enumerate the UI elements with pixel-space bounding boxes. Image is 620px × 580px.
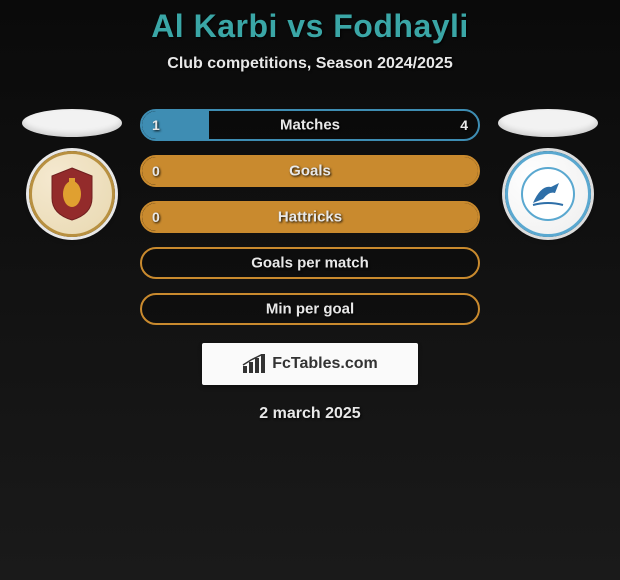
brand-text: FcTables.com	[272, 355, 378, 373]
main-row: 1 Matches 4 0 Goals 0 Hattricks Goals pe…	[0, 109, 620, 325]
bar-left-value: 0	[152, 163, 160, 179]
al-wakrah-crest-icon	[519, 165, 577, 223]
comparison-card: Al Karbi vs Fodhayli Club competitions, …	[0, 0, 620, 580]
bar-label: Hattricks	[278, 209, 342, 226]
stat-bar-min-per-goal: Min per goal	[140, 293, 480, 325]
umm-salal-crest-icon	[42, 164, 102, 224]
stat-bar-hattricks: 0 Hattricks	[140, 201, 480, 233]
stat-bar-goals-per-match: Goals per match	[140, 247, 480, 279]
footer-date: 2 march 2025	[0, 405, 620, 423]
bar-left-value: 0	[152, 209, 160, 225]
left-player-photo-placeholder	[22, 109, 122, 137]
stat-bar-matches: 1 Matches 4	[140, 109, 480, 141]
title: Al Karbi vs Fodhayli	[0, 8, 620, 45]
bar-chart-icon	[242, 354, 268, 374]
bar-label: Min per goal	[266, 301, 354, 318]
left-player-col	[22, 109, 122, 237]
right-player-col	[498, 109, 598, 237]
bar-left-value: 1	[152, 117, 160, 133]
bar-label: Goals per match	[251, 255, 369, 272]
bar-label: Goals	[289, 163, 331, 180]
stat-bar-goals: 0 Goals	[140, 155, 480, 187]
stat-bars: 1 Matches 4 0 Goals 0 Hattricks Goals pe…	[140, 109, 480, 325]
brand-box[interactable]: FcTables.com	[202, 343, 418, 385]
subtitle: Club competitions, Season 2024/2025	[0, 55, 620, 73]
bar-label: Matches	[280, 117, 340, 134]
right-club-badge	[505, 151, 591, 237]
right-player-photo-placeholder	[498, 109, 598, 137]
bar-right-value: 4	[460, 117, 468, 133]
left-club-badge	[29, 151, 115, 237]
